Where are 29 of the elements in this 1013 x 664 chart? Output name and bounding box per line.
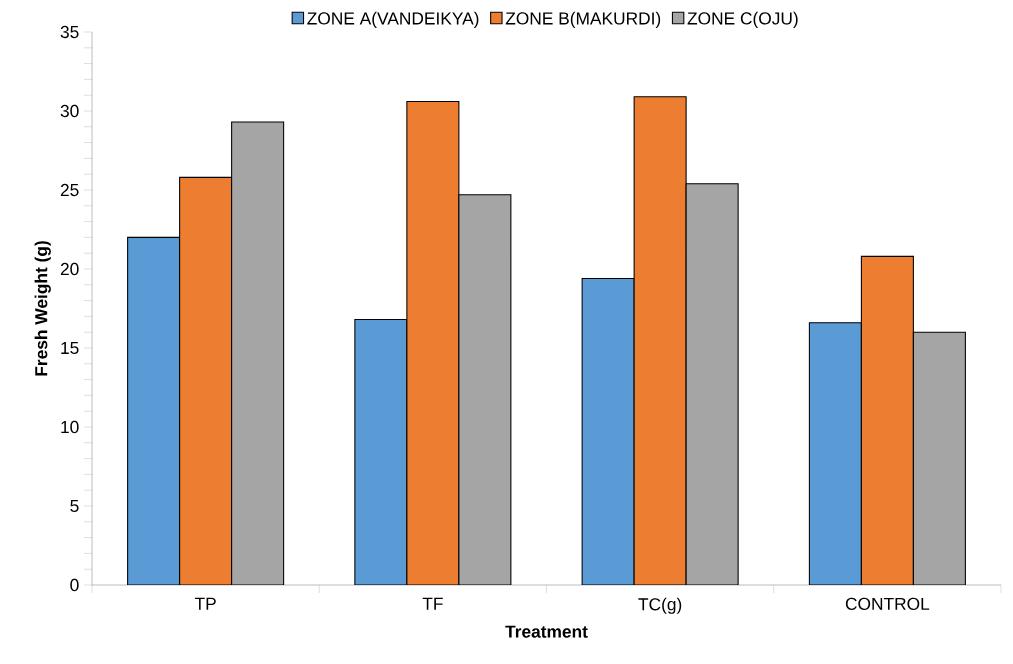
bar — [458, 194, 512, 585]
x-tick-label: TP — [194, 597, 216, 610]
bar — [808, 322, 862, 585]
x-tick-label: CONTROL — [845, 597, 930, 610]
bar — [581, 277, 635, 585]
y-tick-label: 25 — [60, 183, 79, 197]
legend-label: ZONE B(MAKURDI) — [505, 11, 661, 28]
y-tick-label: 20 — [60, 262, 79, 276]
bar — [231, 121, 285, 585]
y-tick-label: 15 — [61, 341, 79, 355]
x-axis-title: Treatment — [505, 625, 588, 638]
y-tick-label: 10 — [61, 420, 79, 434]
legend-label: ZONE A(VANDEIKYA) — [307, 11, 479, 28]
x-tick-label: TF — [422, 597, 443, 610]
bar — [127, 236, 181, 585]
y-tick-label: 5 — [70, 499, 79, 513]
y-axis-title: Fresh Weight (g) — [34, 241, 51, 376]
bar — [685, 183, 739, 585]
legend-label: ZONE C(OJU) — [687, 11, 798, 28]
y-tick-label: 30 — [60, 104, 79, 118]
y-tick-label: 35 — [60, 25, 79, 39]
bar — [179, 176, 233, 585]
x-tick-label: TC(g) — [638, 597, 682, 614]
bar — [354, 319, 408, 585]
bar — [633, 96, 687, 585]
bar — [406, 100, 460, 585]
bar — [860, 255, 914, 585]
y-tick-label: 0 — [70, 578, 79, 592]
bar — [912, 331, 966, 585]
